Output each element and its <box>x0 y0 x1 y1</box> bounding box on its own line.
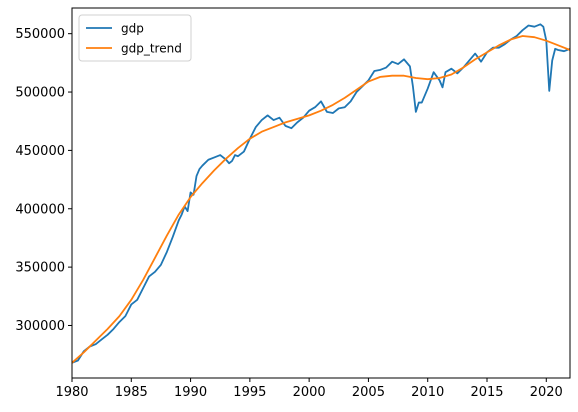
x-tick-label: 1985 <box>115 385 148 400</box>
x-axis: 1980 1985 1990 1995 2000 2005 2010 2015 2020 <box>55 378 563 400</box>
plot-lines <box>72 23 570 365</box>
legend-label: gdp_trend <box>121 42 182 56</box>
legend-box <box>78 14 192 62</box>
axes-frame <box>71 7 571 379</box>
x-tick-label: 2020 <box>530 385 563 400</box>
y-tick-label: 450000 <box>15 144 65 159</box>
series-line-gdp <box>72 23 570 364</box>
y-tick-label: 500000 <box>15 86 65 101</box>
y-tick-label: 350000 <box>15 261 65 276</box>
x-tick-label: 2015 <box>470 385 503 400</box>
y-tick-label: 400000 <box>15 202 65 217</box>
y-tick-label: 300000 <box>15 319 65 334</box>
y-axis: 300000 350000 400000 450000 500000 550000 <box>15 27 72 334</box>
x-tick-label: 2005 <box>352 385 385 400</box>
x-tick-label: 1980 <box>55 385 88 400</box>
series-line-gdp-trend <box>72 35 570 365</box>
y-tick-label: 550000 <box>15 27 65 42</box>
x-tick-label: 2010 <box>411 385 444 400</box>
x-tick-label: 1995 <box>233 385 266 400</box>
legend: gdp gdp_trend <box>78 14 192 62</box>
x-tick-label: 2000 <box>293 385 326 400</box>
legend-label: gdp <box>121 22 144 36</box>
x-tick-label: 1990 <box>174 385 207 400</box>
